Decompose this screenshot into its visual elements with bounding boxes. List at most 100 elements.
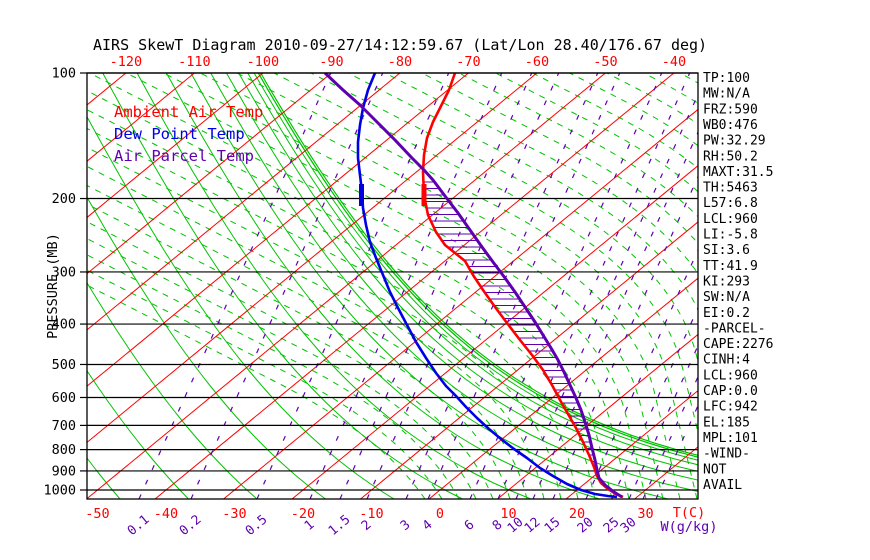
mixing-ratio-label-0.1: 0.1	[125, 512, 153, 539]
top-temp-label--100: -100	[247, 54, 280, 70]
moist-adiabat	[87, 221, 494, 499]
moist-adiabat-lines	[87, 73, 870, 499]
isotherm--10	[360, 221, 698, 499]
pressure-tick-labels: 100 200 300 400 500 600 700 800 900 1000	[43, 66, 76, 499]
pressure-label-300: 300	[52, 264, 76, 280]
dew-point-temp-curve	[356, 73, 618, 499]
stat-line: RH:50.2	[703, 149, 758, 164]
moist-adiabat	[780, 73, 870, 499]
isotherm-10	[497, 333, 698, 499]
stat-line: MW:N/A	[703, 87, 750, 102]
mixing-ratio-label-6: 6	[462, 517, 478, 534]
moist-adiabat	[87, 127, 579, 499]
moist-adiabat	[87, 284, 426, 499]
moist-adiabat	[87, 184, 528, 499]
stat-line: LI:-5.8	[703, 228, 758, 243]
moist-adiabat	[126, 73, 647, 499]
pressure-label-200: 200	[52, 191, 76, 207]
top-temp-label--80: -80	[388, 54, 412, 70]
isotherm-0	[428, 277, 698, 499]
mixing-ratio-label-0.5: 0.5	[243, 512, 271, 539]
mixing-ratio-line	[366, 73, 560, 499]
dry-adiabat	[87, 457, 121, 499]
moist-adiabat	[87, 165, 545, 499]
pressure-label-500: 500	[52, 357, 76, 373]
sounding-curves	[323, 73, 624, 499]
pressure-label-1000: 1000	[43, 483, 76, 499]
dry-adiabat	[87, 369, 189, 499]
stat-line: FRZ:590	[703, 102, 758, 117]
stat-line: EL:185	[703, 415, 750, 430]
page-title: AIRS SkewT Diagram 2010-09-27/14:12:59.6…	[93, 36, 707, 54]
moist-adiabat	[273, 73, 698, 435]
isotherm--70	[87, 73, 469, 387]
top-temp-label--40: -40	[662, 54, 686, 70]
top-temp-tick-labels: -120 -110 -100 -90 -80 -70 -60 -50 -40	[110, 54, 686, 70]
stat-line: KI:293	[703, 274, 750, 289]
dry-adiabat	[253, 73, 698, 461]
dry-adiabat-lines	[87, 73, 698, 499]
dry-adiabat	[210, 73, 698, 492]
temp-axis-unit-label: T(C)	[673, 505, 706, 521]
dry-adiabat	[136, 73, 532, 499]
stat-line: LFC:942	[703, 400, 758, 415]
moist-adiabat	[421, 73, 698, 245]
moist-adiabat	[87, 109, 596, 499]
top-temp-label--120: -120	[110, 54, 143, 70]
mixing-ratio-label-0.2: 0.2	[177, 512, 205, 539]
moist-adiabat	[865, 73, 870, 499]
moist-adiabat	[87, 203, 511, 499]
legend-ambient-temp: Ambient Air Temp	[114, 103, 263, 121]
dry-adiabat	[260, 73, 698, 456]
isotherm--90	[87, 73, 332, 275]
moist-adiabat	[310, 73, 698, 364]
stat-line: NOT	[703, 462, 727, 477]
moist-adiabat	[87, 146, 562, 499]
stat-line: -WIND-	[703, 447, 750, 462]
stat-line: WB0:476	[703, 118, 758, 133]
isotherm-20	[565, 390, 698, 499]
dry-adiabat	[190, 73, 669, 499]
stat-line: LCL:960	[703, 212, 758, 227]
moist-adiabat	[748, 73, 870, 499]
dry-adiabat	[247, 73, 698, 466]
isotherm--100	[87, 73, 264, 219]
bottom-temp-label--20: -20	[291, 506, 315, 522]
stat-line: MAXT:31.5	[703, 165, 773, 180]
stat-line: PW:32.29	[703, 134, 766, 149]
moist-adiabat	[458, 73, 698, 218]
moist-adiabat	[532, 73, 698, 169]
dry-adiabat	[87, 196, 326, 499]
dry-adiabat	[238, 73, 698, 472]
moist-adiabat	[495, 73, 698, 193]
isotherm--60	[87, 73, 538, 444]
dry-adiabat	[87, 281, 258, 499]
pressure-label-600: 600	[52, 390, 76, 406]
isotherm--40	[154, 73, 675, 499]
top-temp-label--50: -50	[593, 54, 617, 70]
stat-line: TH:5463	[703, 181, 758, 196]
moist-adiabat	[838, 73, 870, 499]
mixing-ratio-line	[497, 73, 691, 499]
legend-air-parcel: Air Parcel Temp	[114, 147, 254, 165]
top-temp-label--60: -60	[525, 54, 549, 70]
mixing-axis-unit-label: W(g/kg)	[661, 519, 718, 535]
top-temp-label--90: -90	[319, 54, 343, 70]
pressure-axis-label: PRESSURE (MB)	[45, 233, 61, 339]
moist-adiabat	[200, 73, 681, 499]
bottom-temp-label-0: 0	[436, 506, 444, 522]
bottom-temp-label-30: 30	[637, 506, 653, 522]
isotherm--80	[87, 73, 401, 331]
mixing-ratio-label-15: 15	[542, 515, 564, 537]
moist-adiabat	[89, 73, 630, 499]
dry-adiabat	[165, 73, 600, 499]
dry-adiabat	[87, 115, 395, 499]
mixing-ratio-label-30: 30	[618, 515, 640, 537]
pressure-label-800: 800	[52, 442, 76, 458]
ambient-air-temp-curve	[421, 73, 624, 499]
pressure-label-100: 100	[52, 66, 76, 82]
pressure-label-700: 700	[52, 418, 76, 434]
mixing-ratio-label-1.5: 1.5	[326, 512, 354, 539]
